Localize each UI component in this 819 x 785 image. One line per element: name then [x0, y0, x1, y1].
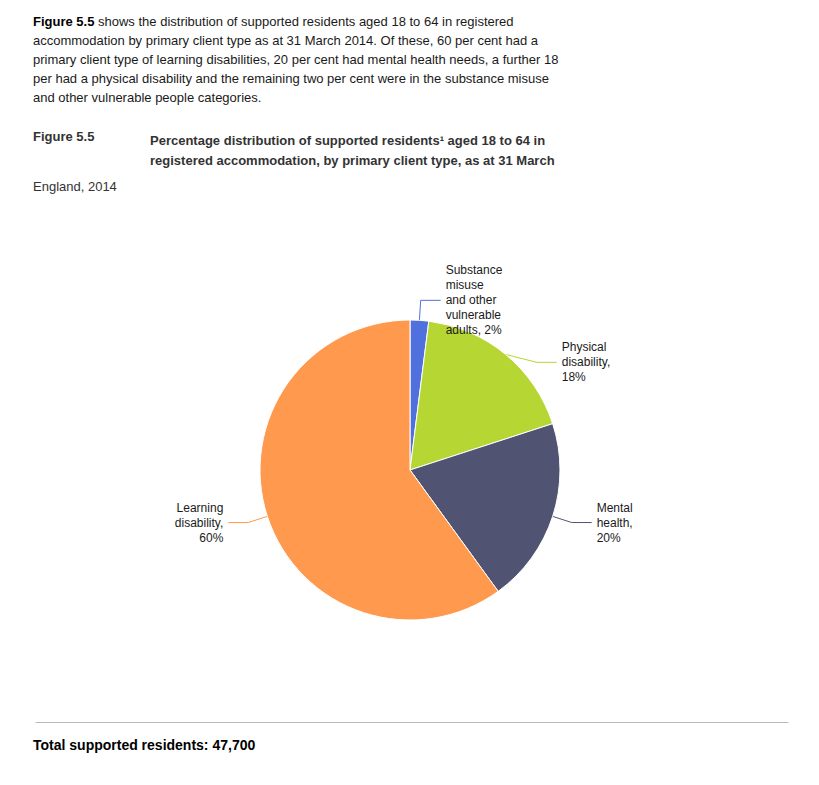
svg-text:Total supported residents: 47,: Total supported residents: 47,700 [33, 737, 255, 753]
svg-text:primary client type of learnin: primary client type of learning disabili… [33, 52, 558, 67]
svg-text:and other: and other [446, 293, 497, 307]
svg-text:disability,: disability, [562, 355, 610, 369]
svg-text:vulnerable: vulnerable [446, 308, 502, 322]
svg-text:registered accommodation, by p: registered accommodation, by primary cli… [150, 153, 555, 168]
svg-text:per had a physical disability: per had a physical disability and the re… [33, 71, 549, 86]
svg-text:England, 2014: England, 2014 [33, 179, 117, 194]
svg-text:Substance: Substance [446, 263, 503, 277]
svg-text:accommodation by primary clien: accommodation by primary client type as … [33, 33, 539, 48]
svg-text:and other vulnerable people ca: and other vulnerable people categories. [33, 90, 261, 105]
svg-text:health,: health, [597, 516, 633, 530]
svg-text:20%: 20% [597, 531, 621, 545]
svg-text:Mental: Mental [597, 501, 633, 515]
svg-text:adults, 2%: adults, 2% [446, 323, 502, 337]
svg-text:Physical: Physical [562, 340, 607, 354]
svg-text:disability,: disability, [175, 516, 223, 530]
svg-text:Figure 5.5: Figure 5.5 [33, 14, 94, 29]
svg-text:Percentage distribution of sup: Percentage distribution of supported res… [150, 133, 545, 148]
svg-text:Figure 5.5: Figure 5.5 [33, 129, 94, 144]
svg-text:shows the distribution of supp: shows the distribution of supported resi… [94, 14, 513, 29]
svg-text:misuse: misuse [446, 278, 484, 292]
svg-text:Learning: Learning [177, 501, 224, 515]
svg-text:18%: 18% [562, 370, 586, 384]
svg-text:60%: 60% [199, 531, 223, 545]
